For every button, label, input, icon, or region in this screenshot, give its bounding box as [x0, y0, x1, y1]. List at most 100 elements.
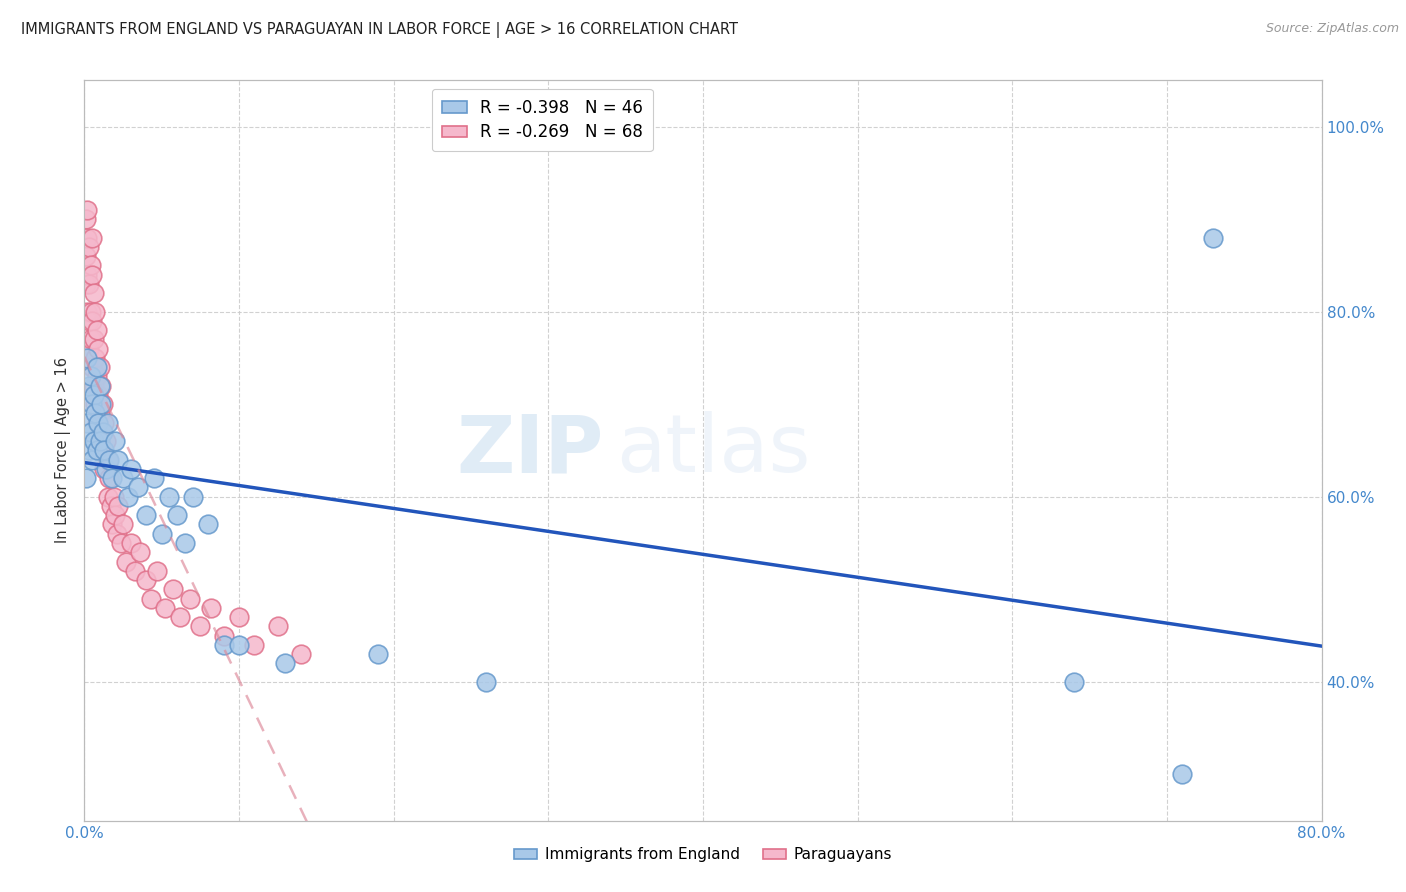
- Point: [97, 416, 120, 430]
- Point: [77, 443, 100, 458]
- Point: [112, 517, 135, 532]
- Point: [124, 564, 146, 578]
- Point: [274, 657, 297, 671]
- Point: [76, 351, 98, 365]
- Point: [153, 600, 176, 615]
- Point: [82, 452, 104, 467]
- Point: [100, 499, 122, 513]
- Point: [84, 407, 107, 421]
- Point: [120, 462, 142, 476]
- Text: atlas: atlas: [616, 411, 811, 490]
- Point: [91, 397, 114, 411]
- Point: [146, 564, 169, 578]
- Point: [174, 536, 197, 550]
- Point: [91, 443, 114, 458]
- Point: [77, 378, 100, 392]
- Point: [267, 619, 290, 633]
- Point: [290, 647, 312, 661]
- Point: [135, 508, 157, 523]
- Point: [228, 638, 250, 652]
- Point: [200, 600, 222, 615]
- Point: [76, 202, 98, 217]
- Point: [75, 277, 97, 291]
- Point: [79, 304, 101, 318]
- Point: [188, 619, 212, 633]
- Point: [94, 434, 117, 449]
- Point: [91, 425, 114, 439]
- Point: [475, 674, 498, 689]
- Text: IMMIGRANTS FROM ENGLAND VS PARAGUAYAN IN LABOR FORCE | AGE > 16 CORRELATION CHAR: IMMIGRANTS FROM ENGLAND VS PARAGUAYAN IN…: [21, 22, 738, 38]
- Point: [1063, 674, 1085, 689]
- Point: [86, 416, 108, 430]
- Point: [1202, 230, 1225, 244]
- Point: [79, 425, 101, 439]
- Point: [86, 323, 108, 337]
- Point: [90, 425, 112, 439]
- Point: [89, 443, 111, 458]
- Point: [101, 471, 124, 485]
- Y-axis label: In Labor Force | Age > 16: In Labor Force | Age > 16: [55, 358, 72, 543]
- Point: [101, 517, 124, 532]
- Point: [86, 443, 108, 458]
- Point: [83, 333, 105, 347]
- Point: [97, 490, 120, 504]
- Point: [367, 647, 389, 661]
- Point: [143, 471, 166, 485]
- Point: [104, 508, 127, 523]
- Point: [82, 397, 104, 411]
- Point: [77, 342, 100, 356]
- Point: [86, 360, 108, 375]
- Point: [84, 304, 107, 318]
- Point: [93, 443, 115, 458]
- Point: [75, 471, 97, 485]
- Point: [228, 610, 250, 624]
- Point: [77, 240, 100, 254]
- Point: [169, 610, 191, 624]
- Point: [110, 536, 132, 550]
- Point: [120, 536, 142, 550]
- Point: [87, 388, 110, 402]
- Point: [77, 314, 100, 328]
- Point: [104, 434, 127, 449]
- Point: [82, 360, 104, 375]
- Point: [98, 452, 121, 467]
- Point: [83, 434, 105, 449]
- Text: Source: ZipAtlas.com: Source: ZipAtlas.com: [1265, 22, 1399, 36]
- Point: [82, 314, 104, 328]
- Point: [75, 212, 97, 227]
- Point: [166, 508, 188, 523]
- Point: [179, 591, 201, 606]
- Point: [76, 230, 98, 244]
- Point: [89, 378, 111, 392]
- Point: [112, 471, 135, 485]
- Legend: Immigrants from England, Paraguayans: Immigrants from England, Paraguayans: [508, 841, 898, 869]
- Point: [93, 462, 115, 476]
- Point: [83, 286, 105, 301]
- Point: [128, 481, 150, 495]
- Point: [89, 360, 111, 375]
- Point: [94, 462, 117, 476]
- Point: [212, 638, 235, 652]
- Point: [98, 471, 121, 485]
- Point: [117, 490, 139, 504]
- Point: [243, 638, 266, 652]
- Point: [90, 378, 112, 392]
- Point: [79, 333, 101, 347]
- Point: [87, 416, 110, 430]
- Point: [82, 230, 104, 244]
- Point: [103, 490, 125, 504]
- Point: [76, 304, 98, 318]
- Point: [89, 407, 111, 421]
- Point: [93, 416, 115, 430]
- Point: [129, 545, 152, 559]
- Text: ZIP: ZIP: [457, 411, 605, 490]
- Point: [107, 499, 129, 513]
- Point: [83, 388, 105, 402]
- Point: [212, 629, 235, 643]
- Point: [77, 277, 100, 291]
- Point: [105, 526, 128, 541]
- Point: [197, 517, 219, 532]
- Point: [83, 378, 105, 392]
- Point: [79, 259, 101, 273]
- Point: [76, 268, 98, 282]
